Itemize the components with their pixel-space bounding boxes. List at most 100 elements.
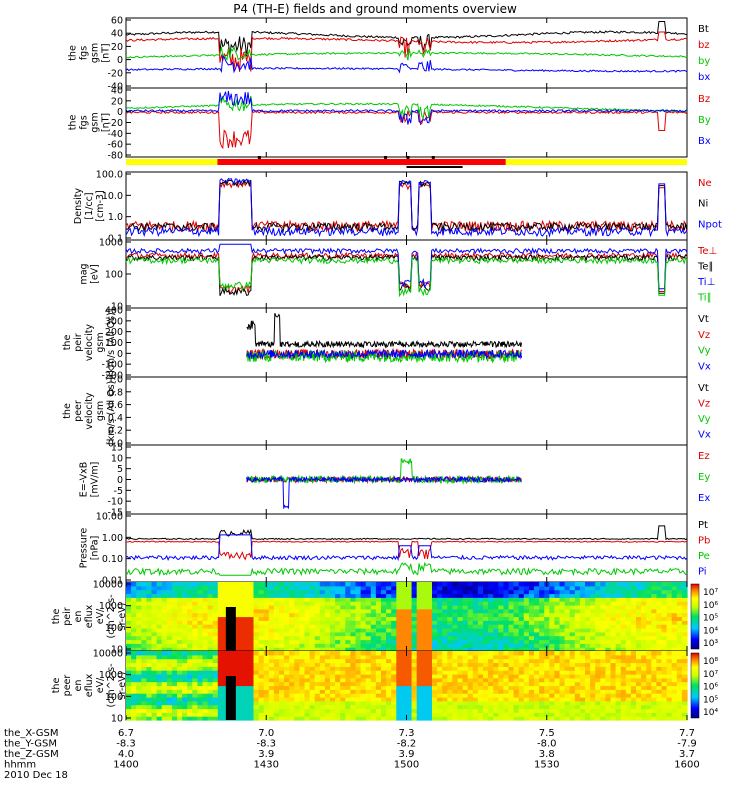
pressure-series-Pb xyxy=(125,540,687,561)
peer-en-eflux-colorbar-label: 10⁶ xyxy=(703,683,718,693)
fgs-gse-frame xyxy=(125,87,688,158)
fgs-gsm-series-bx xyxy=(125,55,688,74)
fgs-gse-ylabel: fgs xyxy=(79,115,90,129)
mode-bar-marker xyxy=(384,156,388,159)
legend-peir-velocity-2: Vy xyxy=(698,346,711,357)
density-ytick: 1.0 xyxy=(108,212,123,223)
legend-fgs-gsm-1: bz xyxy=(698,40,710,51)
efield-ytick: -5 xyxy=(114,486,123,497)
fgs-gse-ytick: 0 xyxy=(117,107,123,118)
axis-row-value: 7.5 xyxy=(539,728,555,739)
axis-row-value: -8.3 xyxy=(256,739,276,750)
peer-en-eflux-ylabel: peer xyxy=(62,675,73,697)
peer-en-eflux-ytick: 10 xyxy=(111,714,123,725)
peer-velocity-ytick: 0.0 xyxy=(108,439,123,450)
peir-en-eflux-colorbar-label: 10³ xyxy=(703,639,718,649)
fgs-gse-ytick: 20 xyxy=(111,96,123,107)
pressure-series-Pe xyxy=(125,562,688,577)
peir-velocity-ytick: -200 xyxy=(101,371,123,382)
pressure-ytick: 0.01 xyxy=(102,576,123,587)
peir-velocity-ytick: 400 xyxy=(105,306,123,317)
density-series-Npot xyxy=(125,177,688,238)
axis-row-value: 7.7 xyxy=(679,728,695,739)
peir-en-eflux-ylabel: (cm^2-s- xyxy=(106,595,117,639)
peer-en-eflux-ylabel: sr-eV) xyxy=(117,672,128,700)
peer-en-eflux-gap xyxy=(225,676,236,720)
peer-velocity-ylabel: peer xyxy=(73,400,84,422)
fgs-gse-ylabel: [nT] xyxy=(101,113,112,132)
peir-velocity-series-Vt xyxy=(246,313,522,349)
temperature-ytick: 100 xyxy=(105,270,123,281)
legend-temperature-1: Te∥ xyxy=(697,262,714,273)
axis-row-value: 1600 xyxy=(674,760,699,771)
peir-en-eflux-colorbar-label: 10⁴ xyxy=(703,626,718,636)
peir-en-eflux-ylabel: en xyxy=(73,611,84,623)
legend-density-2: Npot xyxy=(698,219,722,230)
peer-velocity-ylabel: velocity xyxy=(84,392,95,430)
temperature-series-Ti⊥ xyxy=(125,243,688,290)
pressure-ylabel: Pressure xyxy=(79,528,90,569)
fgs-gsm-ylabel: [nT] xyxy=(101,43,112,62)
peer-en-eflux-ylabel: (cm^2-s- xyxy=(106,664,117,708)
peer-en-eflux-ylabel: the xyxy=(51,678,62,694)
legend-temperature-0: Te⊥ xyxy=(697,246,717,257)
peer-en-eflux-cells xyxy=(126,651,688,721)
axis-row-label: the_Z-GSM xyxy=(4,749,59,760)
legend-pressure-1: Pb xyxy=(698,536,710,547)
peer-velocity-ylabel: the xyxy=(62,403,73,419)
peir-en-eflux-ytick: 100 xyxy=(105,623,123,634)
axis-row-value: 1400 xyxy=(113,760,138,771)
axis-row-value: 3.7 xyxy=(679,749,695,760)
axis-row-value: -8.0 xyxy=(537,739,557,750)
legend-density-1: Ni xyxy=(698,199,708,210)
fgs-gsm-ytick: 40 xyxy=(111,29,123,40)
peer-velocity-ytick: 0.4 xyxy=(108,413,123,424)
legend-pressure-2: Pe xyxy=(698,551,710,562)
density-ylabel: Density xyxy=(73,188,84,224)
fgs-gse-ytick: -80 xyxy=(107,151,123,162)
peir-en-eflux-ylabel: peir xyxy=(62,607,73,626)
axis-row-value: 1500 xyxy=(394,760,419,771)
legend-density-0: Ne xyxy=(698,178,712,189)
legend-peer-velocity-3: Vx xyxy=(698,430,711,441)
fgs-gsm-ytick: 60 xyxy=(111,16,123,27)
pressure-ylabel: [nPa] xyxy=(90,536,101,561)
peer-velocity-ylabel: [km/s (All Qs)] xyxy=(106,377,117,445)
density-ytick: 10.0 xyxy=(102,191,123,202)
axis-row-value: 3.9 xyxy=(258,749,274,760)
peir-en-eflux-ylabel: the xyxy=(51,609,62,625)
efield-ytick: -10 xyxy=(107,497,123,508)
axis-row-value: 7.3 xyxy=(399,728,415,739)
temperature-series-Ti∥ xyxy=(125,256,688,298)
pressure-ytick: 1.00 xyxy=(102,533,123,544)
peir-en-eflux-ylabel: sr-eV) xyxy=(117,603,128,631)
density-ytick: 0.1 xyxy=(108,234,123,245)
peir-en-eflux-colorbar xyxy=(690,583,700,650)
temperature-frame xyxy=(125,239,688,309)
peir-velocity-ytick: 200 xyxy=(105,327,123,338)
axis-row-label: hhmm xyxy=(4,760,36,771)
peer-velocity-ytick: 0.2 xyxy=(108,426,123,437)
peir-en-eflux-colorbar-label: 10⁶ xyxy=(703,601,718,611)
mode-bar-yellow-right xyxy=(505,159,687,165)
peir-velocity-ylabel: [km/s (All Qs)] xyxy=(106,309,117,377)
peir-velocity-ylabel: velocity xyxy=(84,324,95,362)
pressure-ytick: 10.00 xyxy=(96,512,123,523)
fgs-gsm-ylabel: the xyxy=(68,45,79,61)
axis-row-label: the_X-GSM xyxy=(4,728,58,739)
peer-en-eflux-ylabel: eflux xyxy=(84,673,95,697)
peer-velocity-ytick: 0.6 xyxy=(108,400,123,411)
axis-date: 2010 Dec 18 xyxy=(4,770,68,781)
peir-velocity-ytick: 300 xyxy=(105,316,123,327)
efield-ytick: 10 xyxy=(111,453,123,464)
fgs-gsm-ylabel: gsm xyxy=(90,43,101,63)
mode-bar-red xyxy=(217,159,506,165)
fgs-gse-ylabel: gsm xyxy=(90,112,101,132)
axis-row-value: -8.3 xyxy=(116,739,136,750)
temperature-ylabel: mag xyxy=(79,263,90,284)
efield-series-Ex xyxy=(246,475,522,510)
peer-en-eflux-ytick: 10000 xyxy=(93,649,123,660)
axis-row-value: 1430 xyxy=(254,760,279,771)
axis-row-value: -7.9 xyxy=(677,739,697,750)
axis-row-value: 3.8 xyxy=(539,749,555,760)
